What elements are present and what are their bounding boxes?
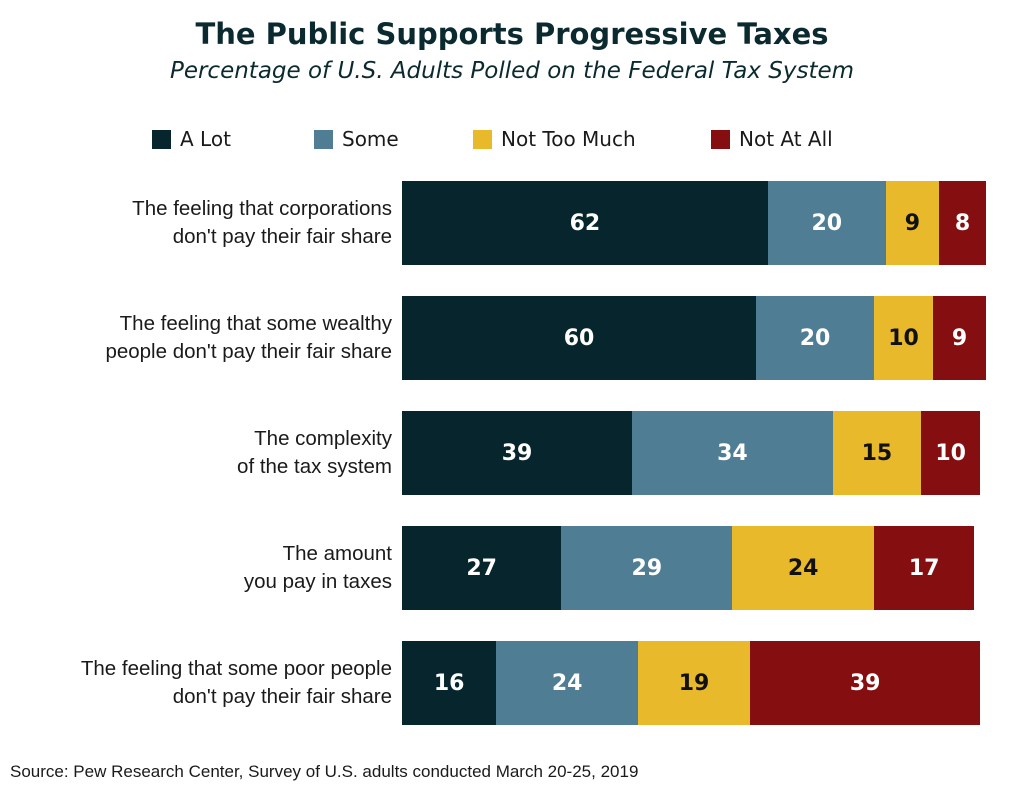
bar-segment: 24 (496, 641, 638, 725)
bar-segment: 39 (402, 411, 633, 495)
bar-segment: 20 (756, 296, 874, 380)
data-label: 20 (811, 210, 843, 236)
bar-segment: 15 (832, 411, 922, 495)
bar-segment: 16 (402, 641, 497, 725)
bar-segment: 29 (561, 526, 733, 610)
legend-label: Some (342, 127, 399, 151)
data-label: 62 (569, 210, 601, 236)
category-label-line: don't pay their fair share (172, 685, 392, 708)
data-label: 24 (787, 555, 819, 581)
legend-swatch (473, 129, 492, 149)
data-label: 24 (551, 670, 583, 696)
bar-segment: 20 (767, 181, 886, 265)
category-label-line: The amount (282, 542, 392, 565)
bar-segment: 17 (874, 526, 975, 610)
legend-swatch (314, 129, 333, 149)
data-label: 34 (717, 440, 748, 466)
legend-swatch (152, 129, 171, 149)
data-label: 39 (849, 670, 881, 696)
data-label: 9 (904, 210, 920, 236)
category-label-line: The feeling that some wealthy (119, 312, 392, 335)
category-label: The feeling that some poor people don't p… (12, 655, 392, 711)
data-label: 16 (433, 670, 465, 696)
data-label: 10 (888, 325, 919, 351)
category-label-line: of the tax system (237, 455, 392, 478)
legend-item: Not Too Much (473, 127, 636, 151)
category-label-line: you pay in taxes (243, 570, 392, 593)
legend-item: Not At All (711, 127, 833, 151)
data-label: 27 (466, 555, 497, 581)
category-label-line: people don't pay their fair share (105, 340, 392, 363)
category-label-line: don't pay their fair share (172, 225, 392, 248)
bar-segment: 24 (732, 526, 874, 610)
bar-segment: 34 (632, 411, 833, 495)
bar-segment: 39 (750, 641, 981, 725)
data-label: 20 (799, 325, 831, 351)
category-label-line: The feeling that some poor people (80, 657, 392, 680)
data-label: 17 (908, 555, 940, 581)
bar-segment: 62 (402, 181, 768, 265)
bar-segment: 27 (402, 526, 562, 610)
data-label: 8 (954, 210, 971, 236)
bar-segment: 9 (933, 296, 987, 380)
category-label: The feeling that some wealthy people don'… (12, 310, 392, 366)
legend-label: Not Too Much (501, 127, 636, 151)
bar-segment: 19 (638, 641, 751, 725)
category-label-line: The complexity (254, 427, 392, 450)
bar-segment: 8 (938, 181, 987, 265)
bar-segment: 10 (874, 296, 933, 380)
data-label: 29 (631, 555, 663, 581)
bar-segment: 60 (402, 296, 756, 380)
category-label: The feeling that corporations don't pay t… (12, 195, 392, 251)
legend-label: Not At All (739, 127, 833, 151)
data-label: 10 (935, 440, 966, 466)
category-label: The complexity of the tax system (12, 425, 392, 481)
data-label: 15 (861, 440, 893, 466)
category-label: The amount you pay in taxes (12, 540, 392, 596)
data-label: 60 (563, 325, 595, 351)
bar-segment: 9 (885, 181, 939, 265)
legend-label: A Lot (180, 127, 231, 151)
source-note: Source: Pew Research Center, Survey of U… (10, 762, 639, 781)
legend-item: Some (314, 127, 399, 151)
chart-title: The Public Supports Progressive Taxes (195, 17, 829, 51)
category-label-line: The feeling that corporations (132, 197, 392, 220)
data-label: 39 (501, 440, 533, 466)
data-label: 9 (951, 325, 968, 351)
bar-segment: 10 (921, 411, 981, 495)
chart-subtitle: Percentage of U.S. Adults Polled on the … (169, 58, 855, 84)
legend-item: A Lot (152, 127, 231, 151)
legend-swatch (711, 129, 730, 149)
data-label: 19 (678, 670, 710, 696)
